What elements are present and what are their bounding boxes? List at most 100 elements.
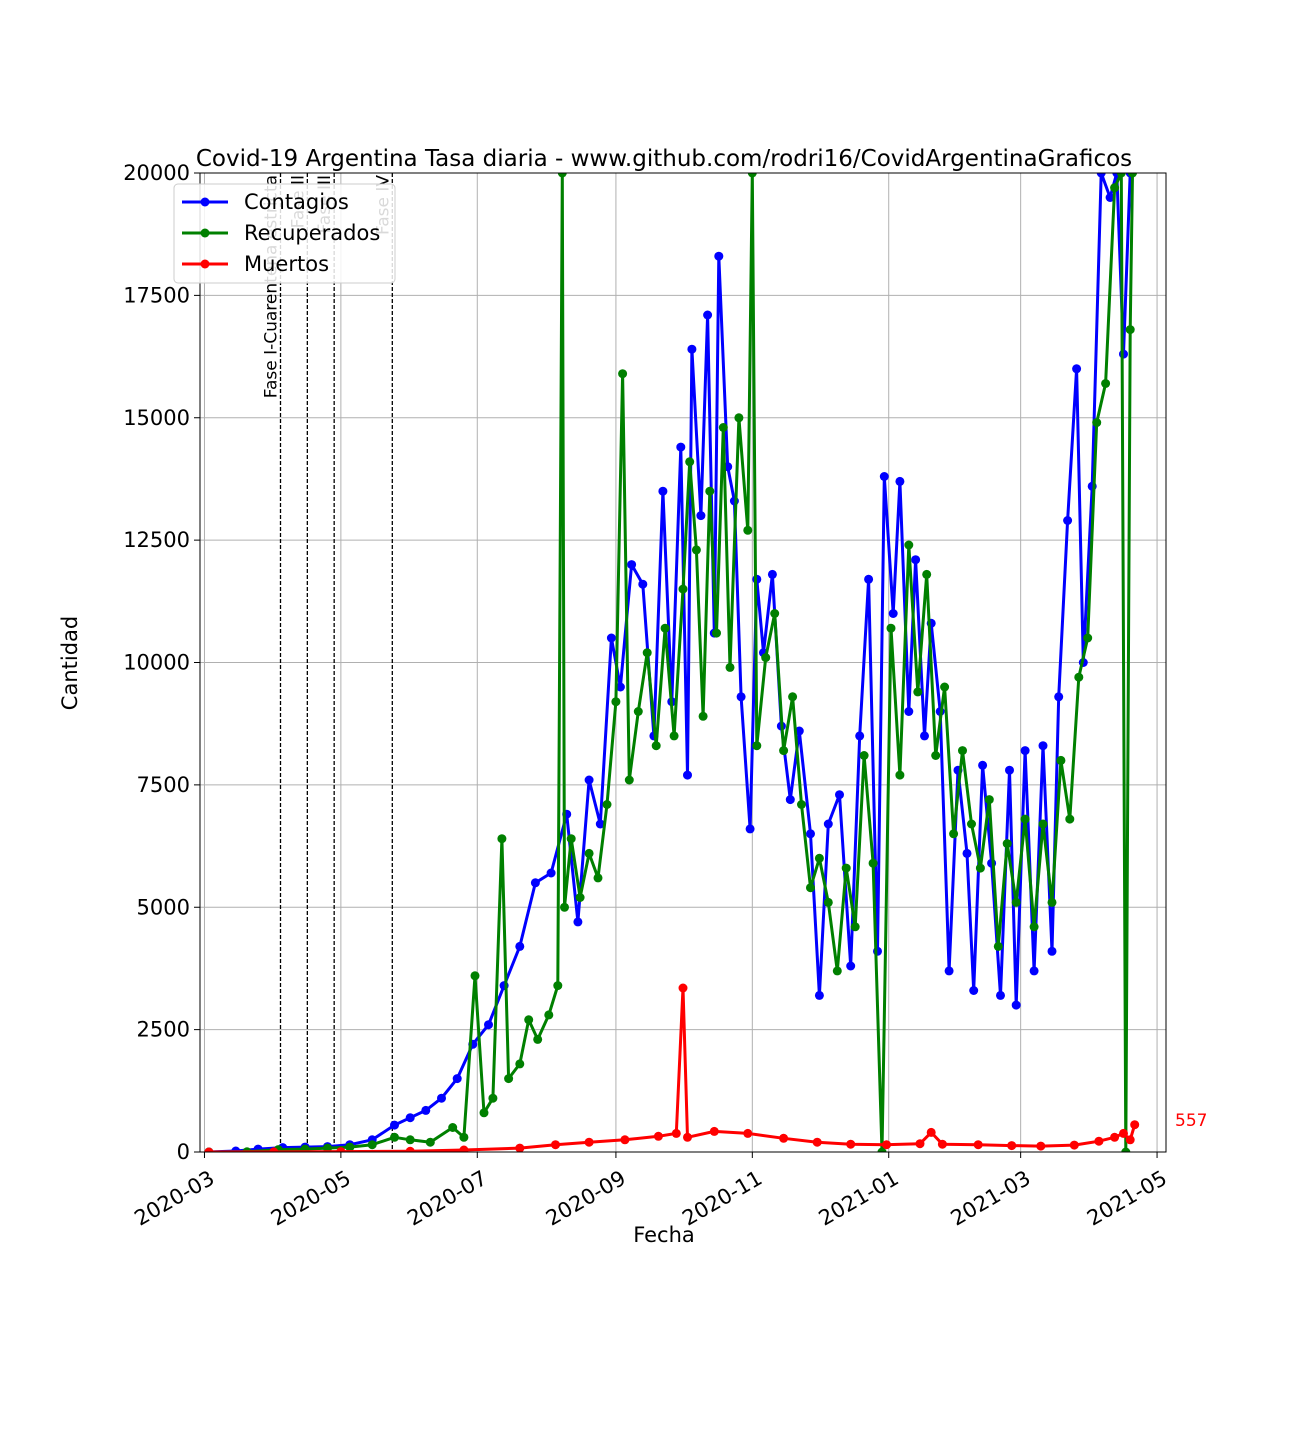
- data-point: [785, 795, 795, 805]
- data-point: [846, 1139, 856, 1149]
- data-point: [993, 941, 1003, 951]
- data-point: [718, 423, 728, 432]
- data-point: [515, 941, 525, 951]
- data-point: [940, 682, 950, 692]
- data-point: [859, 751, 869, 760]
- data-point: [814, 853, 824, 863]
- data-point: [683, 770, 692, 780]
- data-point: [658, 486, 668, 496]
- data-point: [470, 971, 480, 981]
- data-point: [683, 1132, 692, 1142]
- data-point: [736, 692, 746, 702]
- data-point: [676, 442, 686, 452]
- data-point: [595, 819, 605, 829]
- data-point: [687, 344, 697, 354]
- data-point: [698, 711, 708, 721]
- data-point: [879, 472, 889, 481]
- data-point: [996, 990, 1005, 1000]
- data-point: [944, 966, 954, 976]
- data-point: [1121, 1147, 1131, 1152]
- data-point: [705, 486, 715, 496]
- data-point: [967, 819, 976, 829]
- data-point: [323, 1143, 332, 1152]
- data-point: [806, 829, 815, 839]
- data-point: [584, 1137, 594, 1147]
- data-point: [544, 1010, 554, 1020]
- y-tick-label: 20000: [123, 161, 190, 185]
- data-point: [920, 731, 929, 741]
- data-point: [714, 251, 724, 261]
- data-point: [593, 873, 603, 883]
- data-point: [638, 579, 648, 589]
- data-point: [696, 511, 706, 521]
- data-point: [915, 1139, 925, 1149]
- data-point: [618, 369, 628, 379]
- data-point: [425, 1137, 435, 1147]
- data-point: [515, 1143, 525, 1152]
- data-point: [1110, 1132, 1120, 1142]
- y-tick-label: 7500: [137, 773, 190, 797]
- data-point: [390, 1120, 399, 1130]
- data-point: [405, 1135, 415, 1145]
- data-point: [709, 1126, 719, 1136]
- data-point: [584, 775, 594, 785]
- legend-swatch-marker: [200, 228, 210, 238]
- data-point: [452, 1074, 462, 1084]
- data-point: [573, 917, 583, 927]
- y-tick-label: 2500: [137, 1018, 190, 1042]
- data-point: [913, 687, 923, 697]
- data-point: [958, 746, 967, 756]
- data-point: [405, 1146, 415, 1152]
- data-point: [497, 834, 507, 844]
- data-point: [895, 770, 905, 780]
- y-tick-label: 10000: [123, 651, 190, 675]
- data-point: [877, 1147, 887, 1152]
- data-point: [557, 173, 567, 178]
- data-point: [691, 545, 701, 555]
- data-point: [1094, 1136, 1104, 1146]
- data-point: [611, 697, 621, 707]
- data-point: [669, 731, 679, 741]
- data-point: [743, 525, 753, 535]
- y-tick-label: 17500: [123, 283, 190, 307]
- data-point: [584, 848, 594, 858]
- series-muertos: [204, 983, 1140, 1152]
- data-point: [779, 1133, 789, 1143]
- data-point: [797, 800, 806, 809]
- data-point: [1101, 379, 1111, 388]
- data-point: [479, 1108, 489, 1118]
- data-point: [850, 922, 860, 932]
- data-point: [1036, 1141, 1046, 1151]
- data-point: [390, 1132, 399, 1142]
- data-point: [1116, 173, 1126, 178]
- data-point: [747, 173, 757, 178]
- data-point: [530, 878, 540, 888]
- legend-label: Recuperados: [244, 221, 380, 245]
- data-point: [421, 1105, 431, 1115]
- data-point: [745, 824, 755, 834]
- data-point: [712, 628, 721, 638]
- data-point: [448, 1123, 458, 1132]
- data-point: [685, 457, 695, 467]
- data-point: [1096, 173, 1106, 178]
- data-point: [606, 633, 616, 643]
- data-point: [1029, 966, 1039, 976]
- last-value-label: 557: [1175, 1111, 1207, 1131]
- y-tick-label: 12500: [123, 528, 190, 552]
- legend-label: Muertos: [244, 252, 329, 276]
- data-point: [788, 692, 798, 702]
- data-point: [459, 1132, 469, 1142]
- data-point: [846, 961, 856, 971]
- data-point: [1074, 672, 1084, 682]
- plot-area: [204, 173, 1140, 1152]
- data-point: [1069, 1140, 1079, 1150]
- data-point: [678, 983, 688, 993]
- data-point: [660, 623, 670, 633]
- data-point: [812, 1137, 822, 1147]
- data-point: [767, 569, 777, 579]
- data-point: [1011, 897, 1021, 907]
- data-point: [678, 584, 688, 594]
- data-point: [734, 413, 744, 423]
- data-point: [868, 858, 878, 868]
- data-point: [984, 795, 994, 805]
